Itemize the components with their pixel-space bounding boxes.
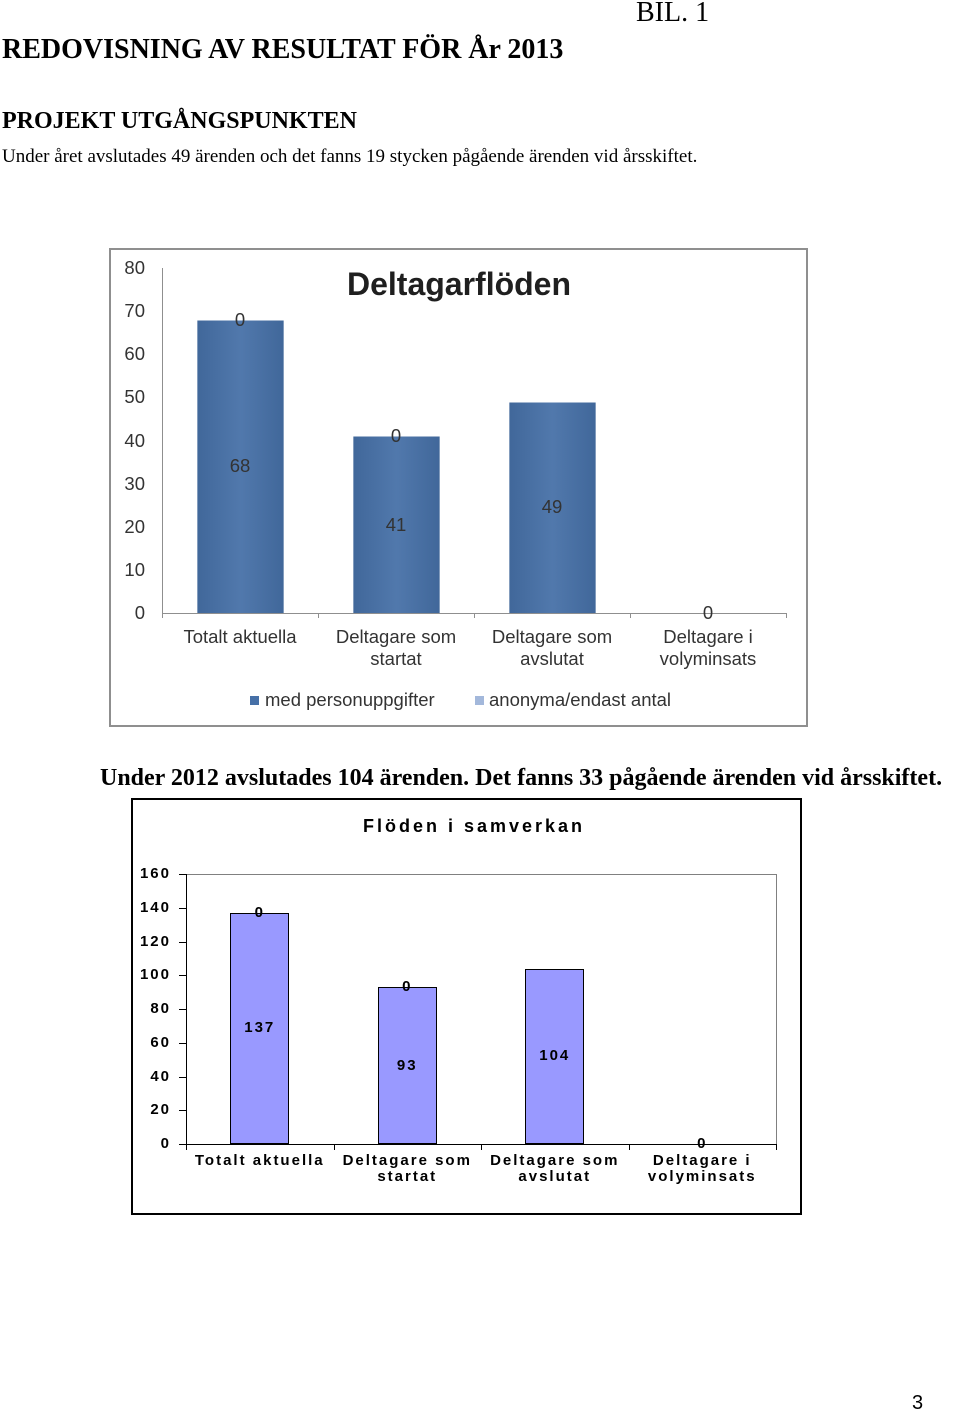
y-tick-label: 10 [124,558,145,580]
report-title: REDOVISNING AV RESULTAT FÖR År 2013 [2,34,564,65]
y-tick-label: 20 [124,515,145,537]
y-tick [179,1009,186,1010]
chart-title: Deltagarflöden [346,266,572,302]
section-heading: PROJEKT UTGÅNGSPUNKTEN [2,108,357,134]
category-label: Deltagare som startat [342,1152,472,1185]
data-label: 0 [254,903,265,921]
category-label: Totalt aktuella [183,626,297,647]
x-tick [776,1144,777,1150]
y-tick-label: 80 [124,257,145,278]
y-axis [162,268,163,614]
y-tick-label: 20 [150,1101,171,1119]
data-label: 68 [229,455,251,477]
summary-2012-text: Under 2012 avslutades 104 ärenden. Det f… [100,765,943,791]
y-tick-label: 40 [150,1067,171,1085]
category-label: Deltagare i volyminsats [647,1152,757,1185]
legend-label: anonyma/endast antal [489,689,672,710]
x-tick [474,613,475,618]
data-label: 49 [541,496,563,518]
x-tick [630,613,631,618]
y-tick [179,942,186,943]
data-label: 0 [402,978,413,996]
bar [196,319,284,613]
chart-deltagarfloden: Deltagarflöden 0 10 20 30 40 50 60 70 80 68 0 Totalt… [109,248,808,727]
y-tick-label: 0 [134,602,145,623]
bar [230,912,290,1144]
intro-text: Under året avslutades 49 ärenden och det… [2,146,698,167]
y-tick-label: 100 [139,966,171,984]
x-tick [334,1144,335,1150]
y-tick [179,1043,186,1044]
y-tick [179,975,186,976]
bar [352,436,440,613]
y-tick-label: 60 [124,343,145,365]
bar [525,968,585,1144]
y-tick-label: 70 [124,300,145,322]
y-tick [179,874,186,875]
y-tick [179,1077,186,1078]
data-label: 104 [539,1047,571,1065]
data-label: 93 [396,1056,418,1074]
y-tick-label: 30 [124,472,145,494]
plot-area-frame [186,874,777,1144]
y-tick-label: 160 [139,865,171,882]
category-label: Deltagare i volyminsats [659,626,757,669]
chart-floden-i-samverkan: Flöden i samverkan 0 20 40 60 80 100 120 140 160 1… [131,798,802,1215]
y-tick-label: 120 [139,932,171,950]
y-tick [179,908,186,909]
page-number: 3 [912,1392,924,1413]
chart-border [109,248,808,727]
x-tick [481,1144,482,1150]
chart-border [131,798,802,1215]
category-label: Totalt aktuella [194,1152,325,1169]
y-axis [186,874,187,1145]
x-tick [786,613,787,618]
category-label: Deltagare som avslutat [491,626,613,669]
y-tick-label: 0 [160,1135,171,1152]
data-label: 137 [244,1019,276,1037]
y-tick-label: 60 [150,1033,171,1051]
x-tick [186,1144,187,1150]
legend-marker [250,695,259,705]
bar [508,401,596,613]
y-tick-label: 50 [124,386,145,408]
bar [377,987,437,1144]
y-tick-label: 40 [124,429,145,451]
y-tick-label: 140 [139,898,171,916]
category-label: Deltagare som avslutat [490,1152,620,1185]
category-label: Deltagare som startat [335,626,457,669]
data-label: 0 [702,602,714,623]
y-tick [179,1110,186,1111]
x-tick [162,613,163,618]
legend-label: med personuppgifter [265,689,435,710]
y-tick [179,1144,186,1145]
attachment-label: BIL. 1 [636,0,710,28]
legend-marker [475,695,484,705]
x-tick [318,613,319,618]
data-label: 0 [697,1135,708,1152]
x-tick [629,1144,630,1150]
data-label: 0 [234,308,246,330]
data-label: 0 [390,425,402,447]
chart-title: Flöden i samverkan [362,816,586,836]
data-label: 41 [385,513,407,535]
y-tick-label: 80 [150,1000,171,1017]
